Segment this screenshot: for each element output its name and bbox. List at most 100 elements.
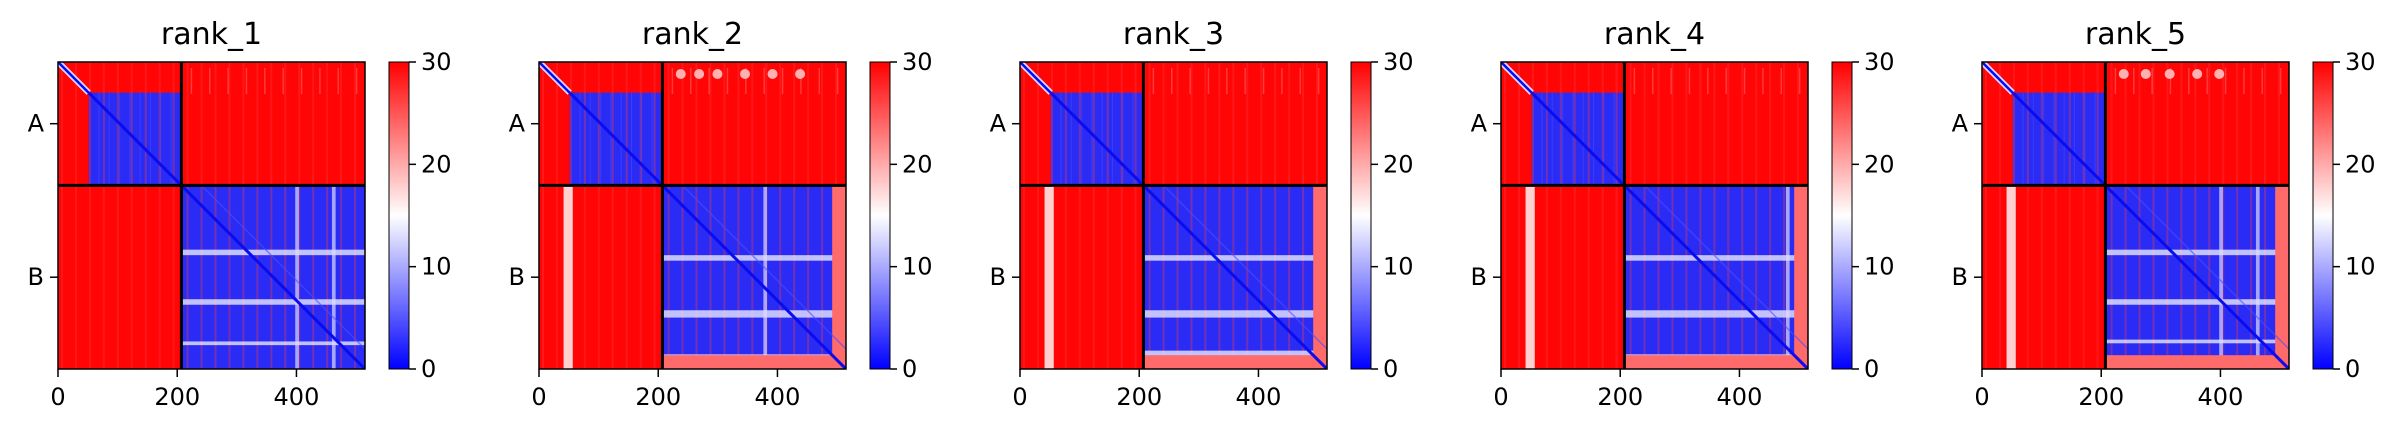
axes-frame: [1981, 61, 2290, 370]
diagonal: [1020, 62, 1052, 94]
colorbar-tick-label: 30: [902, 48, 933, 76]
inter-chain-stripe: [2006, 185, 2016, 369]
x-tick-label: 200: [2078, 383, 2124, 411]
c-terminal-band: [1313, 185, 1327, 369]
c-terminal-band: [1794, 185, 1808, 369]
colorbar-tick-label: 0: [2345, 355, 2360, 383]
chain-label: A: [990, 110, 1007, 138]
inter-chain-notch: [795, 69, 806, 79]
inter-chain-notch: [767, 69, 778, 79]
diagonal: [2011, 91, 2107, 187]
heatmap-panel: rank_4 A B 0 200 400 0 10 20 30: [1471, 17, 1895, 411]
colorbar-tick-label: 10: [1864, 253, 1895, 281]
colorbar-tick-label: 30: [1383, 48, 1414, 76]
inter-chain-notch: [675, 69, 686, 79]
x-tick-label: 0: [1012, 383, 1027, 411]
axes-frame: [57, 61, 366, 370]
diagonal: [180, 184, 365, 369]
heatmap-panel: rank_1 A B 0 200 400 0 10 20 30: [28, 17, 452, 411]
inter-chain-notch: [2164, 69, 2175, 79]
diagonal-secondary: [1643, 184, 1808, 350]
inter-chain-notch: [2192, 69, 2203, 79]
contact-band: [2255, 185, 2260, 369]
heatmap-panel: rank_5 A B 0 200 400 0 10 20 30: [1952, 17, 2376, 411]
contact-band: [2105, 299, 2289, 305]
contact-band: [181, 341, 365, 346]
c-terminal-band: [1624, 355, 1808, 369]
heatmap-cells: [1501, 62, 1808, 369]
diagonal: [1049, 91, 1145, 187]
chain-label: A: [509, 110, 526, 138]
inter-chain-notch: [740, 69, 751, 79]
axes-frame: [538, 61, 847, 370]
colorbar: [2312, 61, 2334, 370]
colorbar-tick-label: 0: [1864, 355, 1879, 383]
inter-chain-notch: [2140, 69, 2151, 79]
contact-band: [181, 299, 365, 305]
heatmap-panel: rank_2 A B 0 200 400 0 10 20 30: [509, 17, 933, 411]
x-tick-label: 200: [1116, 383, 1162, 411]
diagonal: [1142, 184, 1327, 369]
inter-chain-stripe: [1044, 185, 1054, 369]
colorbar: [388, 61, 410, 370]
panel-title: rank_1: [161, 17, 262, 52]
heatmap-cells: [1020, 62, 1327, 369]
contact-band: [1143, 310, 1327, 318]
x-tick-label: 200: [1597, 383, 1643, 411]
inter-chain-stripe: [1525, 185, 1535, 369]
inter-chain-notch: [2118, 69, 2129, 79]
axes-frame: [1500, 61, 1809, 370]
chain-label: A: [1952, 110, 1969, 138]
contact-band: [2219, 185, 2223, 369]
contact-band: [181, 249, 365, 256]
contact-band: [2105, 249, 2289, 256]
chain-label: B: [28, 263, 44, 291]
colorbar-tick-label: 10: [421, 253, 452, 281]
contact-band: [1785, 185, 1790, 369]
heatmap-cells: [58, 62, 365, 369]
inter-chain-stripe: [563, 185, 573, 369]
x-tick-label: 400: [274, 383, 320, 411]
x-tick-label: 400: [1236, 383, 1282, 411]
colorbar-tick-label: 20: [1864, 150, 1895, 178]
x-tick-label: 0: [531, 383, 546, 411]
x-tick-label: 400: [755, 383, 801, 411]
contact-band: [763, 185, 768, 369]
colorbar-tick-label: 30: [421, 48, 452, 76]
c-terminal-band: [2275, 185, 2289, 369]
colorbar-tick-label: 30: [1864, 48, 1895, 76]
diagonal: [2104, 184, 2289, 369]
diagonal: [539, 62, 571, 94]
contact-band: [331, 185, 336, 369]
heatmap-panel: rank_3 A B 0 200 400 0 10 20 30: [990, 17, 1414, 411]
x-tick-label: 200: [154, 383, 200, 411]
colorbar: [869, 61, 891, 370]
colorbar-tick-label: 20: [2345, 150, 2376, 178]
colorbar-tick-label: 20: [1383, 150, 1414, 178]
diagonal-secondary: [2124, 184, 2289, 350]
c-terminal-band: [1143, 355, 1327, 369]
contact-band: [662, 310, 846, 318]
heatmap-cells: [1982, 62, 2289, 369]
chain-label: B: [1471, 263, 1487, 291]
diagonal: [568, 91, 664, 187]
x-tick-label: 0: [1974, 383, 1989, 411]
inter-chain-notch: [712, 69, 723, 79]
colorbar-tick-label: 10: [1383, 253, 1414, 281]
colorbar-tick-label: 30: [2345, 48, 2376, 76]
panel-title: rank_3: [1123, 17, 1224, 52]
chain-label: A: [1471, 110, 1488, 138]
colorbar-tick-label: 20: [421, 150, 452, 178]
x-tick-label: 400: [2198, 383, 2244, 411]
diagonal: [661, 184, 846, 369]
colorbar-tick-label: 0: [1383, 355, 1398, 383]
panel-title: rank_2: [642, 17, 743, 52]
colorbar-tick-label: 0: [902, 355, 917, 383]
inter-chain-notch: [2214, 69, 2225, 79]
panel-title: rank_5: [2085, 17, 2186, 52]
chain-label: B: [509, 263, 525, 291]
colorbar: [1350, 61, 1372, 370]
chain-label: B: [990, 263, 1006, 291]
diagonal: [1623, 184, 1808, 369]
